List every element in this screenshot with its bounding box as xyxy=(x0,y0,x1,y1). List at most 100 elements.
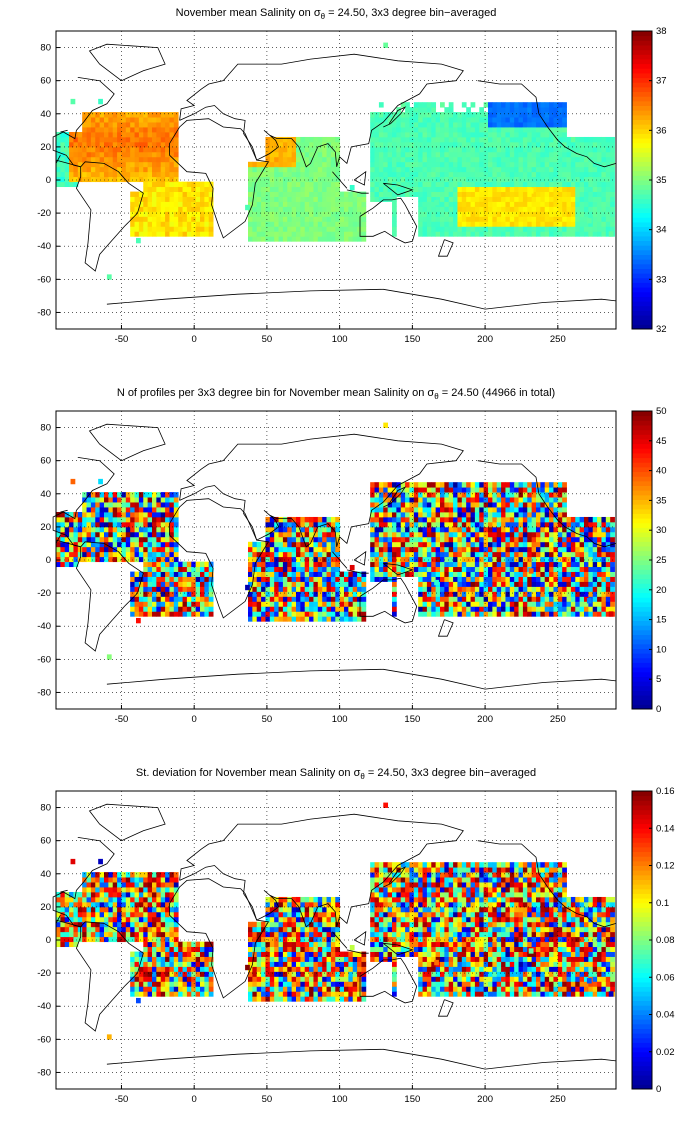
bin-cell xyxy=(466,161,471,168)
bin-cell xyxy=(562,551,567,558)
bin-cell xyxy=(584,581,589,587)
bin-cell xyxy=(592,141,598,148)
bin-cell xyxy=(195,201,201,207)
bin-cell xyxy=(575,206,581,212)
bin-cell xyxy=(553,201,559,207)
colorbar-step xyxy=(632,156,652,162)
colorbar-step xyxy=(632,180,652,186)
bin-cell xyxy=(313,551,319,558)
bin-cell xyxy=(156,231,162,237)
bin-cell xyxy=(112,171,118,178)
bin-cell xyxy=(522,586,528,592)
bin-cell xyxy=(378,576,384,582)
bin-cell xyxy=(610,546,615,553)
bin-cell xyxy=(479,492,485,498)
bin-cell xyxy=(400,571,406,577)
bin-cell xyxy=(553,136,559,143)
bin-cell xyxy=(392,502,397,508)
colorbar-step xyxy=(632,287,652,293)
bin-cell xyxy=(453,146,458,153)
bin-cell xyxy=(557,216,563,222)
bin-cell xyxy=(252,211,258,217)
colorbar-step xyxy=(632,324,652,330)
bin-cell xyxy=(326,231,332,237)
bin-cell xyxy=(182,216,188,222)
bin-cell xyxy=(413,131,419,138)
bin-cell xyxy=(557,502,563,508)
bin-cell xyxy=(95,556,101,563)
bin-cell xyxy=(121,531,127,538)
bin-cell xyxy=(265,551,271,558)
bin-cell xyxy=(300,591,306,597)
bin-cell xyxy=(361,206,367,212)
bin-cell xyxy=(592,151,598,158)
bin-cell xyxy=(553,571,559,577)
bin-cell xyxy=(313,556,319,563)
bin-cell xyxy=(195,586,201,592)
bin-cell xyxy=(104,507,109,513)
bin-cell xyxy=(357,196,362,202)
bin-cell xyxy=(186,191,192,197)
bin-cell xyxy=(339,211,345,217)
bin-cell xyxy=(466,526,471,533)
bin-cell xyxy=(440,516,445,523)
bin-cell xyxy=(304,166,310,173)
bin-cell xyxy=(90,117,96,123)
bin-cell xyxy=(95,127,101,133)
bin-cell xyxy=(296,196,301,202)
bin-cell xyxy=(169,596,175,602)
bin-cell xyxy=(610,146,615,153)
bin-cell xyxy=(143,201,149,207)
bin-cell xyxy=(592,201,598,207)
bin-cell xyxy=(274,571,279,577)
bin-cell xyxy=(597,576,602,582)
bin-cell xyxy=(570,551,576,558)
bin-cell xyxy=(387,502,393,508)
bin-cell xyxy=(374,551,380,558)
bin-cell xyxy=(496,536,502,543)
bin-cell xyxy=(269,541,275,548)
bin-cell xyxy=(130,196,135,202)
bin-cell xyxy=(200,611,205,617)
bin-cell xyxy=(95,117,101,123)
bin-cell xyxy=(269,606,275,612)
bin-cell xyxy=(125,146,131,153)
bin-cell xyxy=(426,561,432,568)
bin-cell xyxy=(121,492,127,498)
bin-cell xyxy=(479,541,485,548)
bin-cell xyxy=(470,226,476,232)
bin-cell xyxy=(248,161,253,168)
bin-cell xyxy=(470,127,476,133)
bin-cell xyxy=(409,107,415,113)
bin-cell xyxy=(518,102,524,108)
bin-cell xyxy=(483,171,489,178)
bin-cell xyxy=(536,156,541,163)
bin-cell xyxy=(256,541,262,548)
bin-cell xyxy=(282,216,288,222)
bin-cell xyxy=(178,191,183,197)
bin-cell xyxy=(282,201,288,207)
coastline xyxy=(88,43,166,82)
bin-cell xyxy=(274,611,279,617)
bin-cell xyxy=(269,216,275,222)
bin-cell xyxy=(130,502,135,508)
bin-cell xyxy=(147,551,153,558)
bin-cell xyxy=(444,571,450,577)
bin-cell xyxy=(160,131,166,138)
bin-cell xyxy=(73,151,79,158)
bin-cell xyxy=(269,166,275,173)
bin-cell xyxy=(413,571,419,577)
bin-cell xyxy=(134,586,140,592)
bin-cell xyxy=(536,216,541,222)
colorbar-step xyxy=(632,82,652,88)
bin-cell xyxy=(544,221,550,227)
bin-cell xyxy=(378,502,384,508)
bin-cell xyxy=(269,576,275,582)
bin-cell xyxy=(278,606,284,612)
colorbar-tick-label: 32 xyxy=(656,324,667,335)
bin-cell xyxy=(370,571,375,577)
bin-cell xyxy=(143,526,149,533)
bin-cell xyxy=(138,502,144,508)
bin-cell xyxy=(70,98,76,105)
bin-cell xyxy=(208,611,214,617)
